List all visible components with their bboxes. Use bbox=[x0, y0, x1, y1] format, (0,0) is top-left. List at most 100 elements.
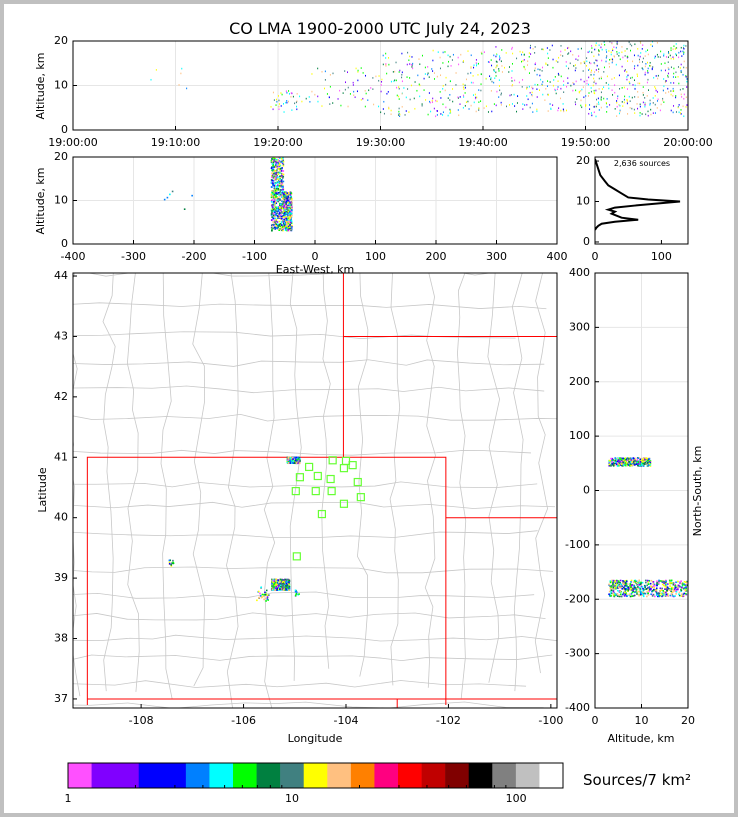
time-source-point bbox=[641, 48, 643, 50]
time-source-point bbox=[283, 103, 285, 105]
ns-source-point bbox=[615, 463, 618, 466]
ew-source-point bbox=[275, 199, 278, 202]
time-source-point bbox=[592, 84, 594, 87]
time-source-point bbox=[555, 92, 557, 95]
map-source-point bbox=[292, 460, 294, 463]
time-source-point bbox=[395, 61, 397, 64]
time-source-point bbox=[608, 83, 610, 86]
time-source-point bbox=[372, 88, 374, 90]
x-tick-label: 19:10:00 bbox=[151, 136, 200, 149]
time-source-point bbox=[678, 51, 680, 54]
ew-source-point bbox=[280, 221, 283, 223]
x-axis-label: Longitude bbox=[288, 732, 343, 745]
time-source-point bbox=[672, 90, 674, 92]
ew-source-point bbox=[285, 219, 288, 222]
time-source-point bbox=[623, 98, 625, 101]
time-source-point bbox=[414, 107, 416, 110]
time-source-point bbox=[659, 109, 661, 112]
time-source-point bbox=[505, 105, 507, 108]
time-source-point bbox=[647, 70, 649, 72]
time-source-point bbox=[399, 115, 401, 117]
ns-source-point bbox=[615, 594, 618, 596]
time-source-point bbox=[342, 92, 344, 94]
time-source-point bbox=[627, 74, 629, 77]
time-source-point bbox=[354, 96, 356, 99]
ns-source-point bbox=[634, 459, 637, 462]
ns-source-point bbox=[652, 593, 655, 596]
x-tick-label: -108 bbox=[129, 714, 154, 727]
map-source-point bbox=[293, 460, 296, 462]
ns-source-point bbox=[686, 580, 688, 583]
time-source-point bbox=[462, 61, 464, 63]
ns-source-point bbox=[658, 592, 661, 594]
time-source-point bbox=[542, 66, 544, 69]
time-source-point bbox=[668, 68, 670, 71]
map-source-point bbox=[275, 585, 277, 588]
ns-source-point bbox=[610, 592, 613, 595]
time-source-point bbox=[432, 49, 434, 52]
time-source-point bbox=[681, 96, 683, 98]
map-source-point bbox=[276, 588, 278, 591]
time-source-point bbox=[457, 109, 459, 111]
map-source-point bbox=[276, 584, 279, 587]
time-source-point bbox=[477, 62, 479, 65]
time-source-point bbox=[580, 78, 582, 81]
ew-source-point bbox=[279, 223, 282, 225]
map-source-point bbox=[172, 559, 174, 562]
time-source-point bbox=[521, 60, 523, 63]
ns-source-point bbox=[664, 581, 667, 584]
time-source-point bbox=[483, 51, 485, 53]
time-source-point bbox=[594, 80, 596, 82]
time-source-point bbox=[493, 54, 495, 57]
ew-source-point bbox=[285, 222, 288, 224]
ns-source-point bbox=[664, 594, 667, 596]
time-source-point bbox=[603, 71, 605, 73]
ew-source-point bbox=[279, 215, 282, 217]
ew-source-point bbox=[289, 219, 292, 221]
time-source-point bbox=[675, 71, 677, 74]
ew-source-point bbox=[270, 201, 273, 203]
county-boundary bbox=[511, 273, 524, 692]
time-source-point bbox=[589, 108, 591, 110]
time-source-point bbox=[385, 63, 387, 65]
time-source-point bbox=[505, 52, 507, 54]
time-source-point bbox=[397, 114, 399, 116]
time-source-point bbox=[433, 107, 435, 110]
ew-source-point bbox=[279, 211, 281, 214]
time-source-point bbox=[628, 81, 630, 83]
time-source-point bbox=[600, 98, 602, 100]
colorbar-swatch bbox=[256, 763, 281, 788]
time-source-point bbox=[542, 81, 544, 83]
ns-source-point bbox=[670, 581, 673, 584]
ew-source-point bbox=[286, 192, 288, 194]
time-source-point bbox=[439, 91, 441, 93]
time-source-point bbox=[416, 89, 418, 92]
time-source-point bbox=[431, 101, 433, 104]
ew-source-point bbox=[277, 228, 280, 230]
ew-source-point bbox=[275, 172, 277, 175]
ns-source-point bbox=[615, 584, 618, 586]
county-boundary bbox=[289, 273, 302, 681]
ns-source-point bbox=[642, 462, 645, 465]
time-source-point bbox=[288, 90, 290, 92]
time-source-point bbox=[301, 100, 303, 103]
time-source-point bbox=[349, 93, 351, 95]
ns-source-point bbox=[639, 586, 641, 589]
y-tick-label: 43 bbox=[54, 329, 68, 342]
time-source-point bbox=[555, 60, 557, 62]
time-source-point bbox=[276, 100, 278, 103]
ns-source-point bbox=[640, 459, 643, 462]
ns-source-point bbox=[678, 593, 680, 596]
time-source-point bbox=[526, 103, 528, 106]
ew-source-point bbox=[274, 201, 277, 204]
map-source-point bbox=[168, 562, 171, 565]
x-tick-label: 19:20:00 bbox=[253, 136, 302, 149]
time-source-point bbox=[493, 70, 495, 73]
ew-source-point bbox=[278, 188, 281, 191]
time-source-point bbox=[593, 111, 595, 114]
ns-source-point bbox=[656, 595, 659, 598]
ew-source-point bbox=[278, 195, 281, 198]
time-source-point bbox=[550, 107, 552, 110]
ew-source-point bbox=[270, 159, 273, 162]
ns-source-point bbox=[630, 593, 633, 595]
